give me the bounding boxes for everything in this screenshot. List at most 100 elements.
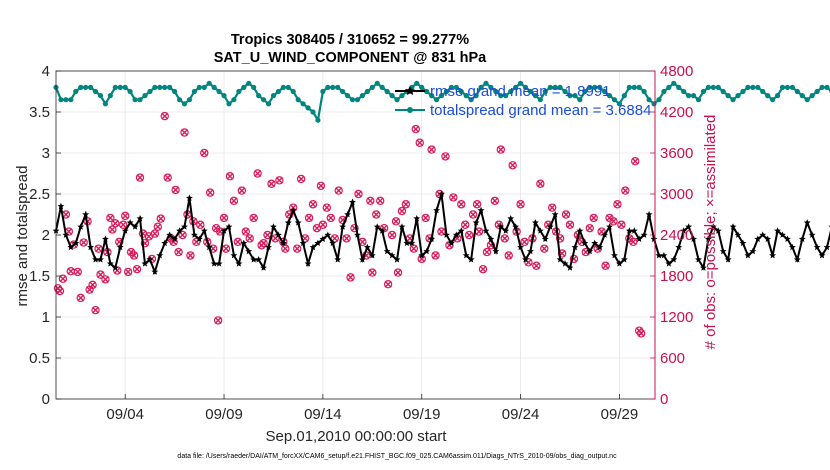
obs-possible-marker xyxy=(237,186,247,195)
rmse-point xyxy=(769,251,777,259)
rmse-point xyxy=(121,227,129,234)
obs-assimilated-marker xyxy=(586,224,594,232)
obs-possible-marker xyxy=(267,179,276,188)
rmse-point xyxy=(294,219,302,226)
spread-point xyxy=(280,84,286,90)
obs-assimilated-marker xyxy=(250,214,258,222)
obs-assimilated-marker xyxy=(394,269,402,277)
rmse-point xyxy=(788,243,796,251)
obs-possible-marker xyxy=(613,200,622,209)
obs-count-point xyxy=(613,200,622,209)
obs-assimilated-marker xyxy=(432,252,440,259)
spread-point xyxy=(137,97,143,103)
obs-count-point xyxy=(536,179,545,188)
obs-assimilated-marker xyxy=(366,197,374,205)
spread-point xyxy=(824,84,830,90)
obs-count-point xyxy=(508,161,517,170)
left-tick-label: 3.5 xyxy=(29,104,50,121)
spread-point xyxy=(804,97,810,103)
obs-possible-marker xyxy=(391,217,401,226)
spread-point xyxy=(419,84,425,90)
spread-point xyxy=(760,88,766,95)
obs-possible-marker xyxy=(160,111,169,121)
spread-point xyxy=(176,97,183,103)
obs-count-point xyxy=(55,286,65,296)
rmse-point xyxy=(383,247,391,255)
spread-point xyxy=(260,97,267,103)
spread-point xyxy=(226,101,232,107)
rmse-point xyxy=(255,256,263,263)
obs-possible-marker xyxy=(308,200,318,209)
obs-count-point xyxy=(94,244,103,253)
spread-point xyxy=(814,88,820,95)
obs-possible-marker xyxy=(171,185,180,195)
x-tick-label: 09/04 xyxy=(106,406,144,423)
spread-point xyxy=(567,93,573,99)
obs-assimilated-marker xyxy=(108,226,116,234)
obs-assimilated-marker xyxy=(501,234,509,242)
spread-point xyxy=(779,84,786,90)
rmse-point xyxy=(774,227,781,234)
rmse-point xyxy=(586,247,594,255)
obs-possible-marker xyxy=(123,267,133,277)
obs-assimilated-marker xyxy=(130,252,138,259)
rmse-point xyxy=(690,235,697,243)
obs-possible-marker xyxy=(101,275,110,284)
obs-assimilated-marker xyxy=(617,221,625,229)
rmse-point xyxy=(131,223,139,230)
rmse-point xyxy=(502,227,510,234)
obs-count-point xyxy=(73,267,82,277)
obs-count-point xyxy=(468,210,478,219)
rmse-point xyxy=(457,227,465,234)
obs-assimilated-marker xyxy=(376,197,384,205)
obs-possible-marker xyxy=(178,230,187,240)
obs-possible-marker xyxy=(516,200,525,209)
rmse-point xyxy=(808,231,816,238)
rmse-point xyxy=(413,215,421,222)
obs-assimilated-marker xyxy=(101,275,109,283)
rmse-point xyxy=(556,256,564,263)
obs-count-point xyxy=(267,179,276,188)
obs-count-point xyxy=(372,210,381,219)
rmse-point xyxy=(363,243,371,251)
rmse-point xyxy=(813,243,821,251)
obs-assimilated-marker xyxy=(422,214,430,222)
obs-possible-marker xyxy=(318,220,328,229)
spread-point xyxy=(63,97,69,103)
obs-count-point xyxy=(548,203,557,212)
rmse-point xyxy=(734,231,742,238)
obs-possible-marker xyxy=(233,237,243,247)
spread-point xyxy=(290,88,296,95)
obs-assimilated-marker xyxy=(121,212,129,220)
rmse-point xyxy=(57,202,65,210)
obs-count-point xyxy=(318,220,328,229)
obs-assimilated-marker xyxy=(254,170,262,177)
obs-count-point xyxy=(249,213,258,223)
obs-possible-marker xyxy=(259,238,268,248)
obs-assimilated-marker xyxy=(613,200,621,208)
obs-possible-marker xyxy=(561,210,571,219)
spread-point xyxy=(715,84,721,90)
obs-count-point xyxy=(449,193,458,202)
spread-point xyxy=(270,93,277,99)
rmse-point xyxy=(704,235,712,243)
spread-point xyxy=(265,101,272,107)
rmse-point xyxy=(156,251,164,259)
obs-assimilated-marker xyxy=(637,329,645,337)
spread-point xyxy=(295,97,301,103)
rmse-point xyxy=(803,219,811,226)
right-axis-label: # of obs: o=possible; ×=assimilated xyxy=(702,115,719,350)
obs-possible-marker xyxy=(196,220,205,229)
obs-assimilated-marker xyxy=(418,255,426,263)
obs-possible-marker xyxy=(156,214,165,223)
obs-assimilated-marker xyxy=(196,221,204,229)
rmse-point xyxy=(359,256,366,263)
obs-assimilated-marker xyxy=(89,281,97,289)
obs-assimilated-marker xyxy=(242,228,250,236)
rmse-point xyxy=(536,227,544,234)
obs-possible-marker xyxy=(253,169,262,178)
obs-count-point xyxy=(490,196,500,206)
obs-count-point xyxy=(334,186,343,195)
spread-point xyxy=(765,93,771,99)
obs-possible-marker xyxy=(431,251,440,260)
